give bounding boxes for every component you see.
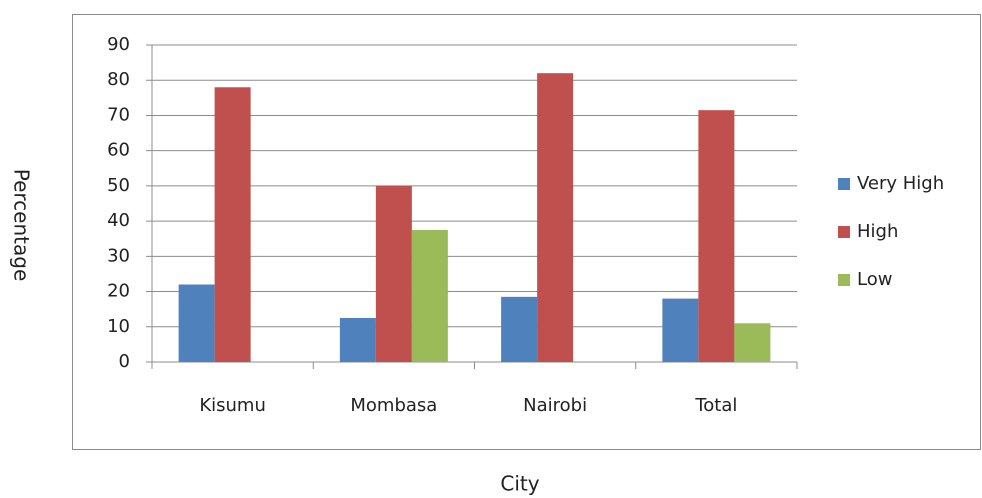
bar [734, 323, 771, 362]
y-axis-label: Percentage [10, 169, 34, 282]
legend-swatch [838, 226, 850, 238]
y-tick-label: 90 [107, 34, 130, 55]
legend-swatch [838, 274, 850, 286]
y-tick-label: 10 [107, 316, 130, 337]
legend-label: Low [857, 269, 892, 290]
legend-label: High [857, 221, 898, 242]
bar [698, 110, 735, 363]
y-tick-label: 50 [107, 175, 130, 196]
bar [501, 296, 538, 362]
bar [537, 73, 574, 362]
y-tick-label: 60 [107, 140, 130, 161]
bar [375, 185, 412, 362]
y-tick-label: 80 [107, 69, 130, 90]
bar [411, 229, 448, 362]
bar [339, 317, 376, 362]
y-tick-label: 40 [107, 210, 130, 231]
chart-frame [72, 14, 981, 450]
bar [178, 284, 215, 362]
x-axis-label: City [500, 472, 539, 496]
x-tick-label: Total [694, 395, 737, 416]
y-tick-label: 0 [119, 351, 130, 372]
bar [662, 298, 699, 362]
x-tick-label: Nairobi [523, 395, 587, 416]
y-tick-label: 20 [107, 281, 130, 302]
bar [214, 87, 251, 363]
legend-swatch [838, 178, 850, 190]
y-tick-label: 70 [107, 104, 130, 125]
x-tick-label: Mombasa [350, 395, 437, 416]
y-tick-label: 30 [107, 245, 130, 266]
legend-label: Very High [857, 173, 944, 194]
x-tick-label: Kisumu [199, 395, 266, 416]
